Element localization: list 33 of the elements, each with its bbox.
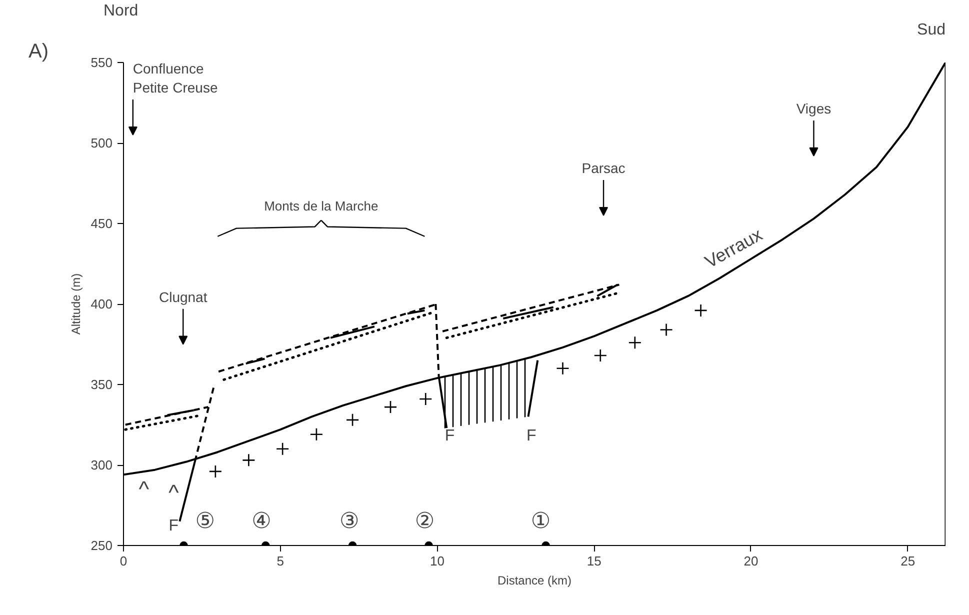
y-tick-label: 350 <box>90 377 113 392</box>
x-axis-title: Distance (km) <box>497 574 572 588</box>
y-tick-label: 450 <box>90 216 113 231</box>
annotation: F <box>444 428 455 445</box>
annotation: Parsac <box>582 160 626 176</box>
annotation: ③ <box>340 508 360 534</box>
annotation: Monts de la Marche <box>264 198 378 214</box>
x-tick-label: 5 <box>276 554 284 568</box>
annotation: Clugnat <box>158 288 208 305</box>
x-tick-label: 20 <box>744 554 758 568</box>
text: Nord <box>104 2 138 20</box>
annotation: ② <box>414 508 435 534</box>
annotation: ① <box>530 508 551 534</box>
y-tick-label: 300 <box>90 458 113 472</box>
x-tick-label: 15 <box>586 554 602 568</box>
annotation: ⑤ <box>195 508 215 534</box>
y-axis-title: Altitude (m) <box>68 273 83 335</box>
text: Sud <box>917 22 946 38</box>
x-tick-label: 10 <box>430 554 444 568</box>
annotation: F <box>168 518 179 535</box>
annotation: ^ <box>138 476 150 502</box>
y-tick-label: 550 <box>90 55 113 70</box>
y-tick-label: 250 <box>90 538 113 553</box>
annotation: ④ <box>252 508 272 534</box>
annotation: Confluence Petite Creuse <box>132 60 218 96</box>
annotation: ^ <box>168 480 180 505</box>
x-tick-label: 0 <box>120 554 128 568</box>
y-tick-label: 400 <box>90 296 113 312</box>
annotation: Viges <box>796 100 832 116</box>
y-tick-label: 500 <box>90 136 113 150</box>
text: A) <box>28 40 48 62</box>
annotation: F <box>526 428 536 445</box>
x-tick-label: 25 <box>900 554 916 568</box>
